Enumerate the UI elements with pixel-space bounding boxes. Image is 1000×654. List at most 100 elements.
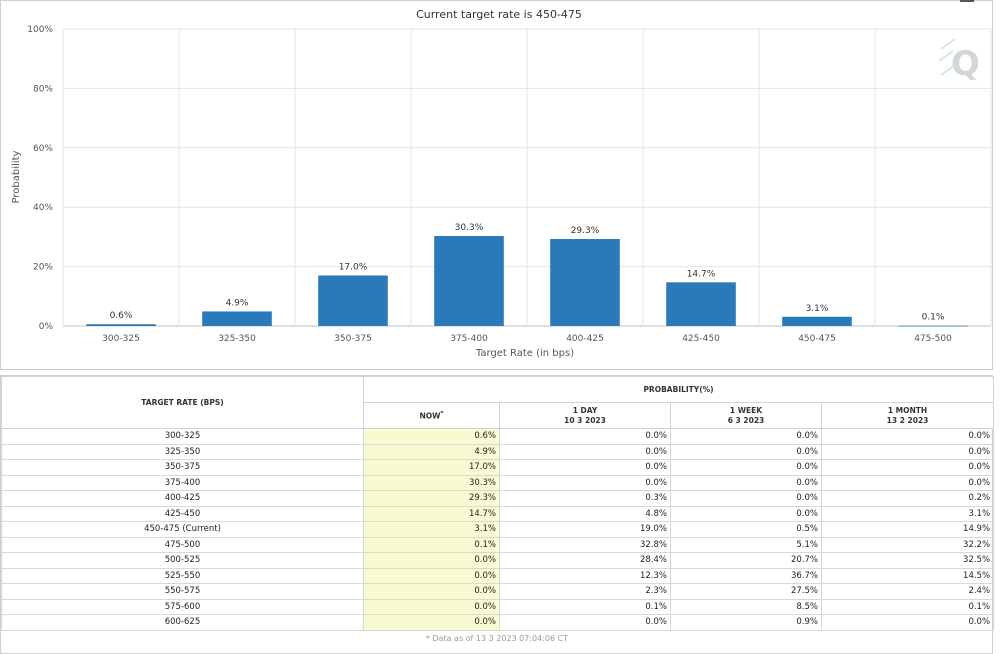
y-axis-title: Probability — [11, 150, 22, 203]
data-label: 30.3% — [455, 223, 484, 233]
header-1-month-label: 1 MONTH — [887, 405, 928, 415]
y-tick-label: 40% — [33, 203, 53, 213]
table-row: 425-450 14.7% 4.8% 0.0% 3.1% — [1, 505, 995, 522]
cell-target-rate: 525-550 — [1, 567, 364, 584]
bar-300-325 — [86, 324, 156, 326]
cell-now: 0.6% — [363, 428, 500, 445]
cell-1-week: 0.0% — [670, 490, 822, 507]
cell-target-rate: 425-450 — [1, 505, 364, 522]
cell-target-rate: 350-375 — [1, 459, 364, 476]
table-row: 450-475 (Current) 3.1% 19.0% 0.5% 14.9% — [1, 521, 995, 538]
cell-1-week: 0.0% — [670, 428, 822, 445]
x-tick-label: 425-450 — [682, 334, 720, 344]
y-tick-label: 60% — [33, 144, 53, 154]
header-1-week: 1 WEEK 6 3 2023 — [670, 402, 822, 429]
table-row: 350-375 17.0% 0.0% 0.0% 0.0% — [1, 459, 995, 476]
cell-1-week: 0.0% — [670, 443, 822, 460]
probability-table: TARGET RATE (BPS) PROBABILITY(%) NOW* 1 … — [1, 376, 995, 631]
table-row: 325-350 4.9% 0.0% 0.0% 0.0% — [1, 443, 995, 460]
cell-now: 14.7% — [363, 505, 500, 522]
table-row: 550-575 0.0% 2.3% 27.5% 2.4% — [1, 583, 995, 600]
data-label: 17.0% — [339, 263, 368, 273]
bar-400-425 — [550, 238, 620, 326]
header-now-label: NOW — [419, 411, 441, 421]
cell-1-week: 36.7% — [670, 567, 822, 584]
header-now-marker: * — [440, 410, 444, 418]
header-1-day-date: 10 3 2023 — [564, 415, 606, 425]
cell-1-month: 0.0% — [820, 443, 995, 460]
chart-title: Current target rate is 450-475 — [416, 8, 582, 21]
cell-1-day: 0.0% — [499, 474, 671, 491]
y-tick-label: 80% — [33, 84, 53, 94]
cell-1-week: 8.5% — [670, 598, 822, 615]
x-tick-label: 350-375 — [334, 334, 372, 344]
cell-1-day: 19.0% — [499, 521, 671, 538]
cell-1-day: 28.4% — [499, 552, 671, 569]
table-row: 475-500 0.1% 32.8% 5.1% 32.2% — [1, 536, 995, 553]
data-label: 0.6% — [110, 311, 133, 321]
y-tick-label: 20% — [33, 263, 53, 273]
x-tick-label: 300-325 — [102, 334, 140, 344]
header-1-month: 1 MONTH 13 2 2023 — [820, 402, 995, 429]
y-tick-label: 0% — [39, 322, 54, 332]
cell-1-day: 0.1% — [499, 598, 671, 615]
cell-1-day: 0.0% — [499, 443, 671, 460]
table-row: 600-625 0.0% 0.0% 0.9% 0.0% — [1, 614, 995, 631]
table-row: 400-425 29.3% 0.3% 0.0% 0.2% — [1, 490, 995, 507]
cell-1-week: 0.0% — [670, 474, 822, 491]
cell-1-day: 0.0% — [499, 614, 671, 631]
x-tick-label: 400-425 — [566, 334, 604, 344]
cell-1-week: 5.1% — [670, 536, 822, 553]
cell-now: 3.1% — [363, 521, 500, 538]
cell-1-month: 32.2% — [820, 536, 995, 553]
cell-1-day: 0.3% — [499, 490, 671, 507]
bar-chart: Current target rate is 450-475 0% 20% 40% 6… — [11, 8, 992, 359]
data-label: 29.3% — [571, 226, 600, 236]
header-1-week-label: 1 WEEK — [729, 405, 763, 415]
bar-350-375 — [318, 275, 388, 326]
cell-target-rate: 300-325 — [1, 428, 364, 445]
cell-1-month: 32.5% — [820, 552, 995, 569]
cell-1-month: 0.0% — [820, 614, 995, 631]
cell-1-week: 0.5% — [670, 521, 822, 538]
table-row: 500-525 0.0% 28.4% 20.7% 32.5% — [1, 552, 995, 569]
cell-1-month: 0.1% — [820, 598, 995, 615]
bar-475-500 — [898, 325, 968, 327]
bar-450-475 — [782, 316, 852, 326]
cell-now: 0.0% — [363, 614, 500, 631]
header-probability: PROBABILITY(%) — [362, 376, 995, 403]
q-logo-icon: Q — [939, 38, 980, 84]
y-tick-label: 100% — [27, 25, 53, 35]
header-1-day: 1 DAY 10 3 2023 — [499, 402, 671, 429]
cell-1-day: 0.0% — [499, 428, 671, 445]
data-label: 3.1% — [806, 304, 829, 314]
cell-now: 0.0% — [363, 567, 500, 584]
header-1-week-date: 6 3 2023 — [727, 415, 765, 425]
cell-1-day: 12.3% — [499, 567, 671, 584]
cell-1-month: 0.0% — [820, 474, 995, 491]
table-row: 575-600 0.0% 0.1% 8.5% 0.1% — [1, 598, 995, 615]
cell-1-week: 0.0% — [670, 505, 822, 522]
cell-target-rate: 550-575 — [1, 583, 364, 600]
cell-now: 0.0% — [363, 552, 500, 569]
cell-now: 0.1% — [363, 536, 500, 553]
cell-1-day: 2.3% — [499, 583, 671, 600]
cell-now: 4.9% — [363, 443, 500, 460]
x-tick-label: 475-500 — [914, 334, 952, 344]
table-row: 375-400 30.3% 0.0% 0.0% 0.0% — [1, 474, 995, 491]
header-target-rate: TARGET RATE (BPS) — [1, 376, 364, 429]
cell-target-rate: 500-525 — [1, 552, 364, 569]
data-timestamp-note: * Data as of 13 3 2023 07:04:06 CT — [425, 634, 569, 643]
cell-1-week: 0.9% — [670, 614, 822, 631]
cell-target-rate: 450-475 (Current) — [1, 521, 364, 538]
cell-1-week: 0.0% — [670, 459, 822, 476]
cell-1-week: 20.7% — [670, 552, 822, 569]
svg-text:Q: Q — [951, 44, 980, 84]
cell-now: 29.3% — [363, 490, 500, 507]
cell-now: 0.0% — [363, 583, 500, 600]
cell-1-month: 3.1% — [820, 505, 995, 522]
cell-1-month: 0.0% — [820, 428, 995, 445]
x-tick-label: 325-350 — [218, 334, 256, 344]
cell-1-week: 27.5% — [670, 583, 822, 600]
cell-now: 30.3% — [363, 474, 500, 491]
